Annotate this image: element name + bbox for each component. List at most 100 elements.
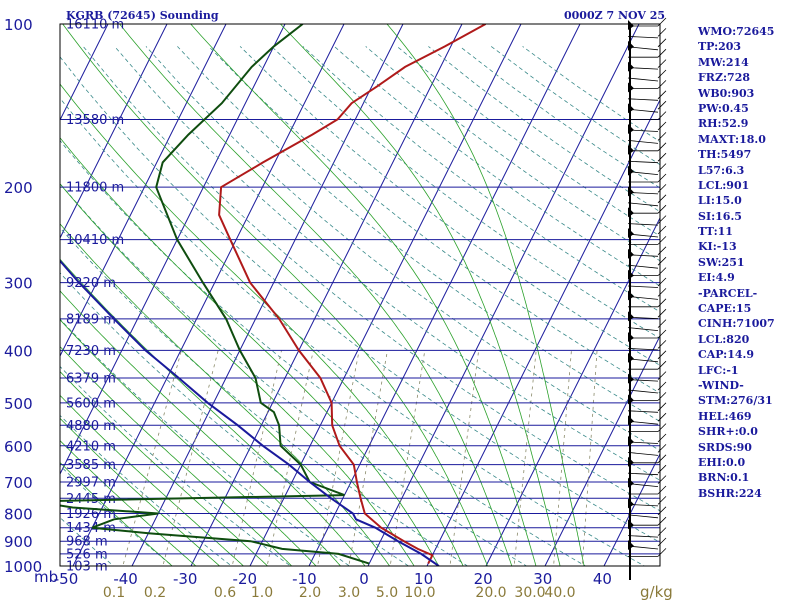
index-row: TP:203 [698,40,742,54]
index-row: TT:11 [698,225,733,239]
temperature-trace [218,24,487,565]
wind-barb-flag [657,204,667,214]
wind-barb-flag [657,277,667,287]
wind-barb [628,548,667,557]
index-row: CINH:71007 [698,317,775,331]
wind-barb-flag [657,392,667,401]
wind-barb-staff [627,223,659,226]
wind-barb-flag [657,308,667,318]
mixing-ratio-label: 30.0 [514,585,545,600]
wind-barb [628,360,667,370]
wind-barb [628,173,667,183]
temperature-tick-label: -50 [54,570,79,588]
moist-adiabat-line [60,83,464,566]
isotherm-line [60,24,109,122]
wind-barb-flag [657,28,667,37]
wind-barb-staff [627,535,659,538]
wind-barb-flag [657,121,667,131]
wind-barb [627,381,667,394]
wind-barb [628,298,667,308]
height-label: 10410 m [66,233,124,248]
temperature-tick-label: -20 [233,570,258,588]
sounding-time: 0000Z 7 NOV 25 [564,9,666,22]
pressure-tick-label: 900 [4,533,33,551]
wind-barb [627,194,667,207]
index-row: -WIND- [698,378,744,392]
index-row: BRN:0.1 [698,471,750,485]
wind-barb-column [627,17,667,580]
mixing-ratio-label: 0.2 [144,585,166,600]
wind-barb-flag [657,246,667,256]
height-label: 5600 m [66,396,116,411]
index-row: WMO:72645 [698,25,775,38]
isotherm-line [308,24,581,566]
mixing-ratio-label: 3.0 [338,585,360,600]
mixing-ratio-label: 1.0 [251,585,273,600]
isotherm-line [367,24,640,566]
height-label: 9220 m [66,276,116,291]
mixing-ratio-line [513,350,537,566]
index-row: PW:0.45 [698,101,749,115]
wind-barb [627,277,667,288]
wind-barb [627,506,667,519]
wind-barb-flag [657,454,667,464]
moist-adiabat-line [62,24,488,566]
height-label: 968 m [66,535,108,550]
wind-barb-flag [657,69,667,79]
index-row: CAP:14.9 [698,348,755,362]
dry-adiabat-line [60,227,469,566]
isotherm-line [131,24,404,566]
wind-barb-staff [627,140,659,144]
moist-adiabat-line [60,290,342,566]
wind-barb-staff [627,202,659,207]
dry-adiabat-line [60,56,660,543]
wind-barb [627,69,667,82]
wind-barb-flag [657,319,667,328]
wind-barb-flag [657,527,667,536]
wind-barb-flag [657,256,667,266]
height-label: 526 m [66,547,108,562]
moist-adiabat-line [119,24,513,566]
wind-barb [627,90,667,101]
wind-barb [627,402,667,413]
wind-barb-staff [627,389,659,394]
pressure-tick-label: 700 [4,474,33,492]
wind-barb [627,152,667,164]
index-row: LCL:901 [698,178,750,192]
pressure-tick-label: 1000 [4,558,42,576]
isotherm-line [60,24,286,476]
wind-barb-flag [657,80,667,89]
wind-barb-flag [657,236,667,245]
pressure-axis-label: mb [34,568,58,586]
pressure-tick-label: 600 [4,438,33,456]
height-label: 103 m [66,560,108,575]
height-label: 2997 m [66,476,116,491]
index-row: -PARCEL- [698,286,758,300]
indices-panel: WMO:72645 TP:203 MW:214 FRZ:728 WB0:903 PW:0.… [698,24,798,501]
wind-barb-flag [657,59,667,68]
wind-barb [628,485,667,495]
mixing-ratio-label: 20.0 [475,585,506,600]
height-label: 4880 m [66,419,116,434]
height-label: 1434 m [66,521,116,536]
wind-barb-flag [657,371,667,380]
index-row: STM:276/31 [698,394,773,408]
wind-barb-staff [627,285,659,288]
index-row: MW:214 [698,55,749,69]
temperature-tick-label: 10 [414,570,433,588]
mixing-ratio-label: 0.6 [214,585,236,600]
wind-barb [628,111,667,120]
wind-barb-flag [657,464,667,474]
temperature-tick-label: 30 [533,570,552,588]
wind-barb [627,256,667,269]
station-title: KGRB (72645) Sounding [66,9,219,22]
mixing-ratio-line [449,350,480,566]
index-row: MAXT:18.0 [698,132,766,146]
temperature-tick-label: -40 [113,570,138,588]
wind-barb-flag [657,516,667,526]
index-row: KI:-13 [698,240,737,254]
height-label: 13580 m [66,113,124,128]
wind-barb [627,319,667,331]
dewpoint-trace [60,24,370,565]
dry-adiabat-line [334,46,660,287]
